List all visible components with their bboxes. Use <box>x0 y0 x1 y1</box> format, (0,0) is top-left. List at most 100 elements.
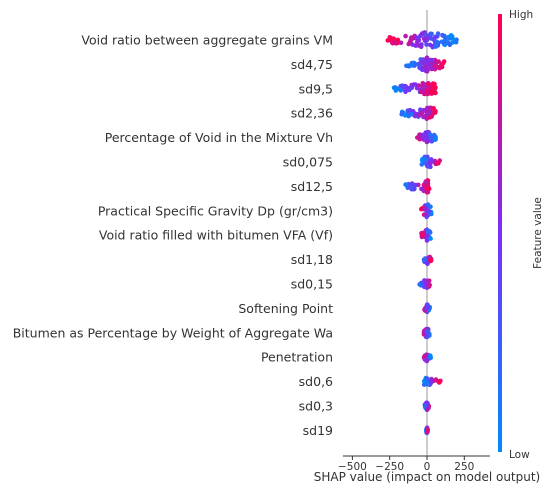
shap-point <box>434 64 439 69</box>
shap-point <box>432 85 438 91</box>
shap-point <box>424 329 430 334</box>
shap-point <box>424 163 430 169</box>
shap-point <box>416 43 421 48</box>
shap-point <box>446 34 452 40</box>
shap-point <box>408 38 414 43</box>
shap-point <box>425 427 430 433</box>
shap-point <box>403 84 409 89</box>
shap-point <box>424 55 430 60</box>
feature-label: sd0,6 <box>299 374 333 389</box>
shap-point <box>419 206 424 212</box>
feature-label: sd1,18 <box>291 252 333 267</box>
feature-label: Void ratio between aggregate grains VM <box>81 33 333 48</box>
shap-point <box>422 257 428 262</box>
shap-point <box>429 376 434 382</box>
shap-point <box>417 282 422 287</box>
colorbar-title: Feature value <box>532 197 544 269</box>
shap-point <box>428 257 433 262</box>
shap-point <box>419 31 425 36</box>
shap-point <box>402 113 408 118</box>
shap-point <box>426 186 432 191</box>
shap-point <box>428 89 434 95</box>
shap-point <box>428 204 433 209</box>
feature-label: sd4,75 <box>291 57 333 72</box>
shap-point <box>429 66 435 72</box>
feature-label: Practical Specific Gravity Dp (gr/cm3) <box>98 203 333 218</box>
shap-point <box>429 31 434 37</box>
shap-point <box>424 42 429 47</box>
shap-point <box>427 131 433 137</box>
shap-point <box>420 232 426 238</box>
shap-point <box>441 39 447 45</box>
shap-point <box>424 36 429 42</box>
shap-point <box>428 157 434 162</box>
shap-point <box>393 88 399 93</box>
shap-point <box>425 189 431 195</box>
shap-point <box>426 105 431 111</box>
feature-labels: Void ratio between aggregate grains VM sd… <box>13 33 333 438</box>
beeswarm-points <box>385 30 459 436</box>
shap-point <box>426 85 432 90</box>
feature-label: Void ratio filled with bitumen VFA (Vf) <box>99 228 333 243</box>
shap-point <box>430 61 435 66</box>
shap-point <box>419 60 425 65</box>
shap-point <box>428 353 433 359</box>
shap-point <box>421 88 426 93</box>
shap-point <box>416 112 422 118</box>
feature-label: sd0,075 <box>283 155 333 170</box>
shap-point <box>403 89 408 95</box>
shap-point <box>431 132 437 138</box>
shap-point <box>432 137 438 143</box>
shap-point <box>446 41 451 46</box>
feature-label: sd2,36 <box>291 106 333 121</box>
shap-point <box>435 31 441 36</box>
colorbar-high-label: High <box>509 9 533 21</box>
feature-label: sd12,5 <box>291 179 333 194</box>
colorbar-low-label: Low <box>509 449 530 461</box>
shap-point <box>424 238 430 243</box>
shap-point <box>413 182 418 188</box>
shap-point <box>409 186 415 192</box>
x-tick-label: −500 <box>338 461 367 473</box>
shap-point <box>433 90 438 96</box>
shap-point <box>434 161 440 166</box>
colorbar <box>498 14 502 452</box>
shap-point <box>441 33 446 39</box>
x-tick-label: −250 <box>375 461 404 473</box>
shap-point <box>422 157 428 162</box>
shap-point <box>424 139 430 145</box>
shap-point <box>424 302 430 308</box>
shap-point <box>424 352 429 358</box>
feature-label: Bitumen as Percentage by Weight of Aggre… <box>13 325 333 340</box>
shap-point <box>441 59 447 64</box>
shap-point <box>428 57 433 63</box>
x-axis-title: SHAP value (impact on model output) <box>314 470 541 484</box>
feature-label: sd0,15 <box>291 277 333 292</box>
shap-point <box>438 64 444 70</box>
shap-point <box>409 181 415 186</box>
shap-point <box>425 233 431 238</box>
shap-point <box>412 61 418 67</box>
shap-point <box>409 111 414 117</box>
shap-point <box>434 40 440 45</box>
shap-point <box>423 114 428 119</box>
shap-point <box>423 212 428 217</box>
shap-point <box>404 63 409 69</box>
shap-point <box>385 38 391 43</box>
shap-point <box>399 111 405 117</box>
shap-point <box>420 135 426 140</box>
shap-point <box>433 377 439 382</box>
feature-label: sd19 <box>303 423 333 438</box>
shap-point <box>419 186 424 192</box>
shap-point <box>425 334 430 340</box>
shap-point <box>424 380 430 386</box>
shap-point <box>424 407 430 412</box>
shap-point <box>431 37 437 43</box>
shap-point <box>409 85 415 90</box>
shap-point <box>407 107 413 113</box>
shap-point <box>428 236 433 241</box>
feature-label: Softening Point <box>238 301 333 316</box>
shap-point <box>436 59 441 64</box>
shap-point <box>427 282 433 288</box>
